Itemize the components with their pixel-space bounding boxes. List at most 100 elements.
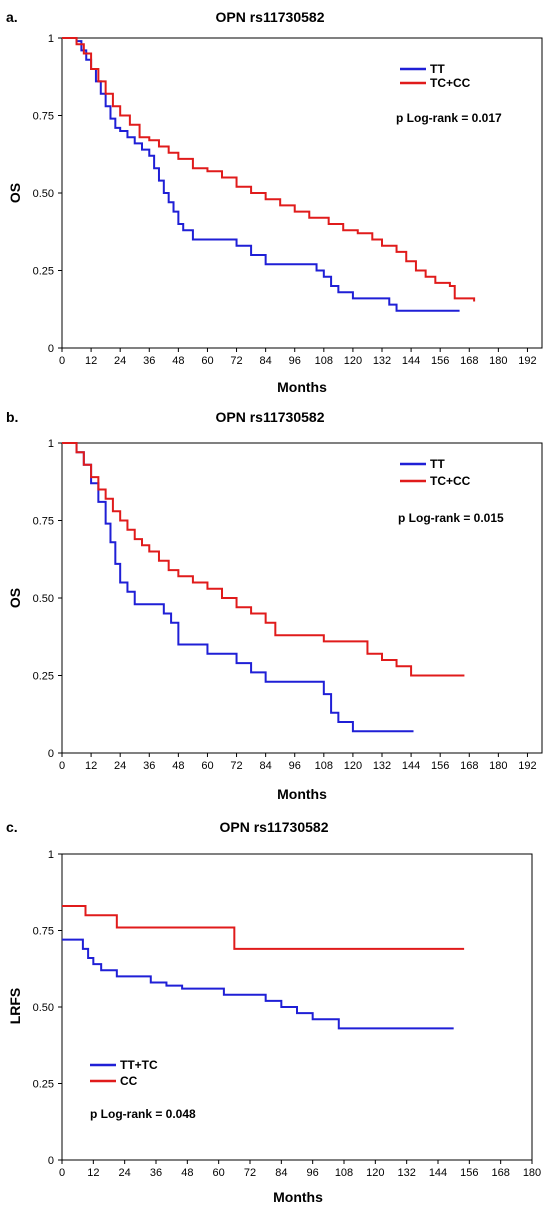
panel-b-legend: TT TC+CC xyxy=(400,457,471,488)
panel-b-curves xyxy=(62,442,465,733)
panel-a-ytick-label-0-50: 0.50 xyxy=(33,188,54,200)
panel-c-legend-label-cc: CC xyxy=(120,1074,138,1088)
panel-a-xtick-label-60: 60 xyxy=(201,355,213,367)
panel-a-xtick-label-144: 144 xyxy=(402,355,420,367)
panel-a-ylabel: OS xyxy=(7,183,23,203)
panel-b-xtick-label-156: 156 xyxy=(431,760,449,772)
panel-b-xtick-label-0: 0 xyxy=(59,760,65,772)
panel-b-title: OPN rs11730582 xyxy=(216,409,325,425)
panel-c-xtick-label-120: 120 xyxy=(366,1167,384,1179)
panel-b-xtick-label-180: 180 xyxy=(489,760,507,772)
panel-b-xtick-label-120: 120 xyxy=(344,760,362,772)
panel-c: c. OPN rs11730582 0 12 24 36 48 60 72 84 96 108 12… xyxy=(6,819,541,1205)
panel-b-xtick-label-144: 144 xyxy=(402,760,420,772)
panel-a-title: OPN rs11730582 xyxy=(216,9,325,25)
panel-c-xtick-label-72: 72 xyxy=(244,1167,256,1179)
panel-a-curves xyxy=(62,37,476,312)
panel-a-xlabel: Months xyxy=(277,379,327,395)
panel-a-pvalue: p Log-rank = 0.017 xyxy=(396,111,502,125)
panel-b-ytick-label-1: 1 xyxy=(48,438,54,450)
panel-c-ytick-label-0-75: 0.75 xyxy=(33,926,54,938)
panel-a-letter: a. xyxy=(6,9,18,25)
panel-b: b. OPN rs11730582 0 12 24 36 48 60 72 84 96 108 12… xyxy=(6,409,543,802)
panel-c-title: OPN rs11730582 xyxy=(220,819,329,835)
panel-a-legend: TT TC+CC xyxy=(400,62,471,90)
panel-b-xtick-label-72: 72 xyxy=(230,760,242,772)
panel-a-xtick-label-132: 132 xyxy=(373,355,391,367)
panel-c-xtick-label-96: 96 xyxy=(307,1167,319,1179)
panel-b-ytick-label-0-75: 0.75 xyxy=(33,516,54,528)
panel-c-xlabel: Months xyxy=(273,1189,323,1205)
panel-a-xtick-label-96: 96 xyxy=(289,355,301,367)
panel-c-xtick-label-144: 144 xyxy=(429,1167,447,1179)
panel-b-xtick-label-12: 12 xyxy=(85,760,97,772)
panel-a-xtick-label-192: 192 xyxy=(518,355,536,367)
panel-a-xtick-label-120: 120 xyxy=(344,355,362,367)
panel-a-ytick-label-0: 0 xyxy=(48,343,54,355)
panel-a-legend-label-tt: TT xyxy=(430,62,445,76)
panel-c-xtick-label-156: 156 xyxy=(460,1167,478,1179)
panel-a-xtick-label-168: 168 xyxy=(460,355,478,367)
panel-b-xtick-label-60: 60 xyxy=(201,760,213,772)
panel-a-xticks: 0 12 24 36 48 60 72 84 96 108 120 132 144 156 168 180 19… xyxy=(59,348,537,367)
panel-c-yticks: 0 0.25 0.50 0.75 1 xyxy=(33,849,62,1167)
panel-a-xtick-label-48: 48 xyxy=(172,355,184,367)
panel-c-curves xyxy=(62,905,465,1030)
panel-c-pvalue: p Log-rank = 0.048 xyxy=(90,1107,196,1121)
panel-c-series-tt-tc xyxy=(62,938,454,1030)
panel-b-ytick-label-0-25: 0.25 xyxy=(33,671,54,683)
panel-c-xtick-label-60: 60 xyxy=(213,1167,225,1179)
panel-c-ytick-label-1: 1 xyxy=(48,849,54,861)
panel-a-series-tc-cc xyxy=(62,37,476,302)
panel-c-xtick-label-180: 180 xyxy=(523,1167,541,1179)
panel-b-pvalue: p Log-rank = 0.015 xyxy=(398,511,504,525)
panel-b-xtick-label-96: 96 xyxy=(289,760,301,772)
panel-a-xtick-label-24: 24 xyxy=(114,355,126,367)
panel-c-xtick-label-12: 12 xyxy=(87,1167,99,1179)
panel-c-ytick-label-0-25: 0.25 xyxy=(33,1079,54,1091)
panel-b-xtick-label-48: 48 xyxy=(172,760,184,772)
panel-c-legend: TT+TC CC xyxy=(90,1058,158,1088)
panel-b-legend-label-tt: TT xyxy=(430,457,445,471)
panel-a-xtick-label-84: 84 xyxy=(260,355,272,367)
panel-a-xtick-label-108: 108 xyxy=(315,355,333,367)
panel-b-xticks: 0 12 24 36 48 60 72 84 96 108 120 132 144 156 168 180 19… xyxy=(59,753,537,772)
panel-a-xtick-label-36: 36 xyxy=(143,355,155,367)
panel-a-ytick-label-0-75: 0.75 xyxy=(33,111,54,123)
panel-b-legend-label-tc-cc: TC+CC xyxy=(430,474,471,488)
panel-c-xtick-label-168: 168 xyxy=(491,1167,509,1179)
panel-c-xtick-label-48: 48 xyxy=(181,1167,193,1179)
panel-b-xtick-label-192: 192 xyxy=(518,760,536,772)
panel-c-xtick-label-84: 84 xyxy=(275,1167,287,1179)
panel-b-xtick-label-36: 36 xyxy=(143,760,155,772)
panel-a-yticks: 0 0.25 0.50 0.75 1 xyxy=(33,33,62,355)
panel-c-ytick-label-0-50: 0.50 xyxy=(33,1002,54,1014)
panel-a-xtick-label-0: 0 xyxy=(59,355,65,367)
panel-a-xtick-label-180: 180 xyxy=(489,355,507,367)
panel-a-xtick-label-12: 12 xyxy=(85,355,97,367)
panel-c-xtick-label-0: 0 xyxy=(59,1167,65,1179)
panel-a-xtick-label-72: 72 xyxy=(230,355,242,367)
panel-c-ylabel: LRFS xyxy=(7,988,23,1025)
panel-b-ylabel: OS xyxy=(7,588,23,608)
panel-c-xtick-label-24: 24 xyxy=(119,1167,131,1179)
panel-c-letter: c. xyxy=(6,819,18,835)
panel-b-xtick-label-84: 84 xyxy=(260,760,272,772)
panel-b-xtick-label-168: 168 xyxy=(460,760,478,772)
panel-a-ytick-label-0-25: 0.25 xyxy=(33,266,54,278)
panel-b-ytick-label-0-50: 0.50 xyxy=(33,593,54,605)
panel-a-legend-label-tc-cc: TC+CC xyxy=(430,76,471,90)
panel-c-ytick-label-0: 0 xyxy=(48,1155,54,1167)
panel-c-xtick-label-36: 36 xyxy=(150,1167,162,1179)
panel-a-xtick-label-156: 156 xyxy=(431,355,449,367)
panel-b-xtick-label-132: 132 xyxy=(373,760,391,772)
panel-c-series-cc xyxy=(62,905,465,950)
panel-c-legend-label-tt-tc: TT+TC xyxy=(120,1058,158,1072)
panel-b-ytick-label-0: 0 xyxy=(48,748,54,760)
panel-b-xlabel: Months xyxy=(277,786,327,802)
panel-b-series-tc-cc xyxy=(62,442,465,677)
panel-a: a. OPN rs11730582 0 12 24 36 48 60 72 84 96 108 12… xyxy=(6,9,543,395)
panel-b-letter: b. xyxy=(6,409,18,425)
panel-b-xtick-label-24: 24 xyxy=(114,760,126,772)
